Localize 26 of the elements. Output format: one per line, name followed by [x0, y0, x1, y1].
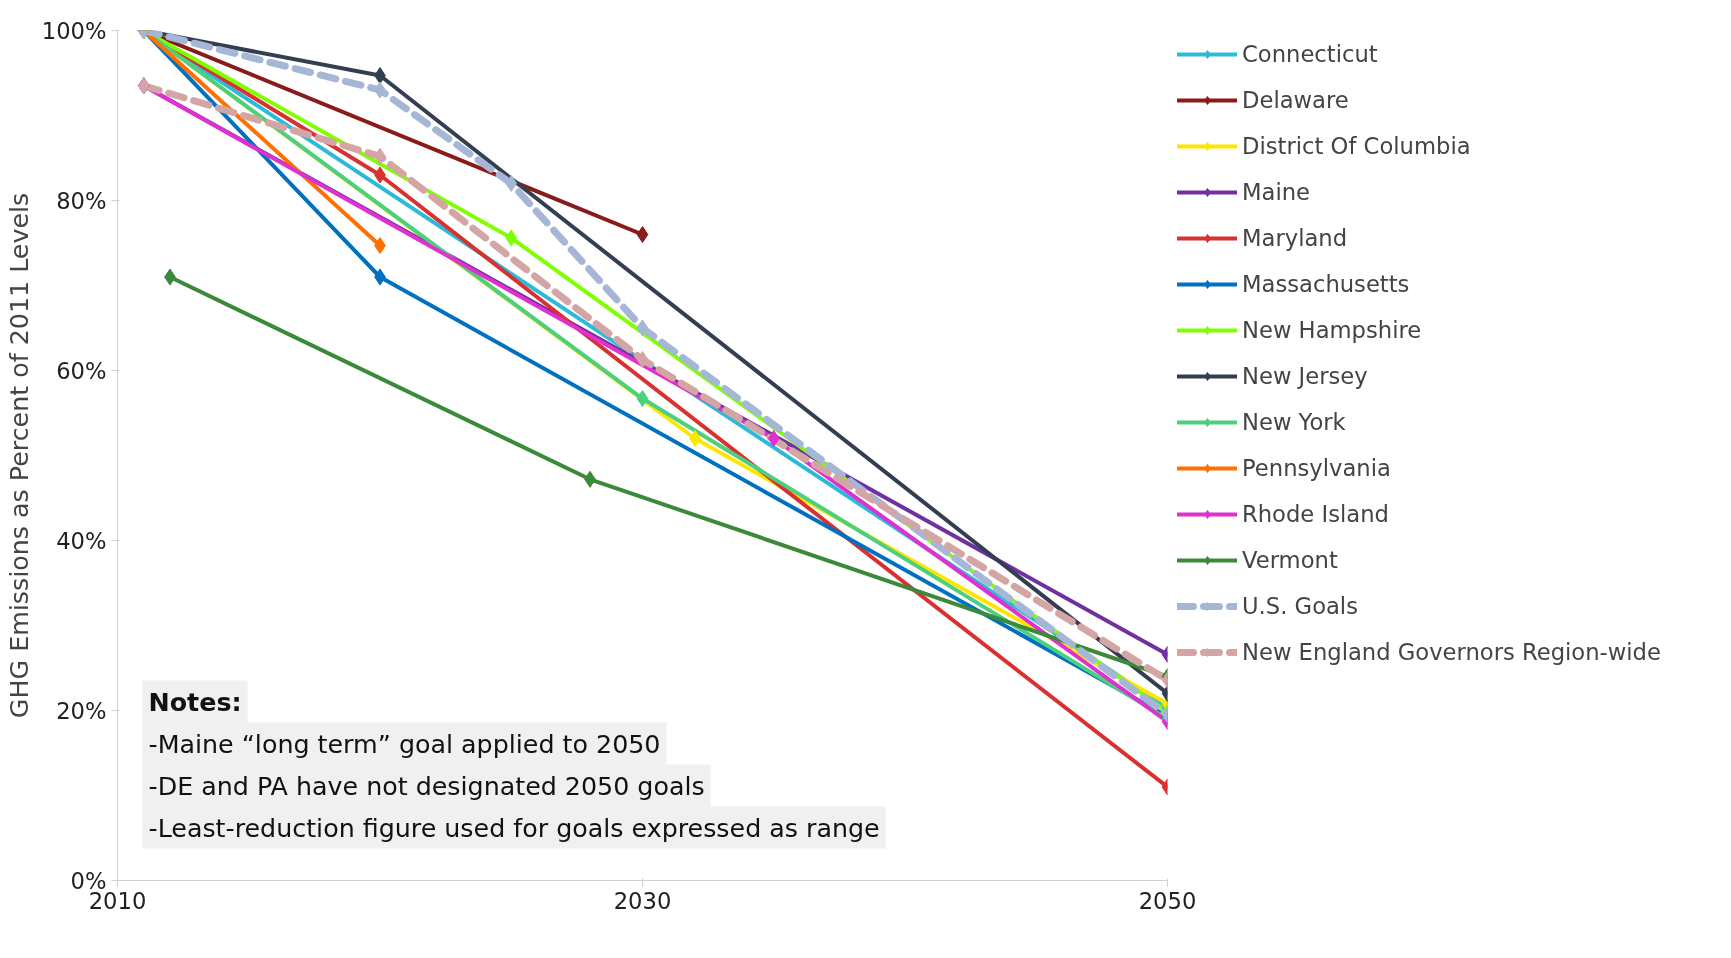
- y-axis-title: GHG Emissions as Percent of 2011 Levels: [3, 192, 34, 719]
- legend-label: New Jersey: [1242, 362, 1368, 390]
- annotation: Notes:: [148, 686, 242, 717]
- legend-label: Maryland: [1242, 224, 1348, 252]
- legend-label: Pennsylvania: [1242, 454, 1391, 482]
- legend-label: Delaware: [1242, 86, 1349, 114]
- legend-label: New Hampshire: [1242, 316, 1422, 344]
- legend-label: District Of Columbia: [1242, 132, 1471, 160]
- y-tick-label: 60%: [56, 357, 107, 384]
- legend-label: New England Governors Region-wide: [1242, 638, 1661, 666]
- legend-label: Connecticut: [1242, 40, 1378, 68]
- y-tick-label: 20%: [56, 697, 107, 724]
- annotation: -Maine “long term” goal applied to 2050: [148, 728, 661, 759]
- annotation: -DE and PA have not designated 2050 goals: [148, 770, 705, 801]
- legend-label: Rhode Island: [1242, 500, 1389, 528]
- legend-label: New York: [1242, 408, 1346, 436]
- y-tick-label: 100%: [41, 17, 107, 44]
- legend-label: Massachusetts: [1242, 270, 1410, 298]
- x-tick-label: 2030: [613, 887, 672, 914]
- legend-label: Maine: [1242, 178, 1311, 206]
- annotation: -Least-reduction figure used for goals expressed as range: [148, 812, 880, 843]
- y-tick-label: 80%: [56, 187, 107, 214]
- legend-label: Vermont: [1242, 546, 1338, 574]
- x-tick-label: 2050: [1138, 887, 1197, 914]
- y-tick-label: 40%: [56, 527, 107, 554]
- legend-label: U.S. Goals: [1242, 592, 1358, 620]
